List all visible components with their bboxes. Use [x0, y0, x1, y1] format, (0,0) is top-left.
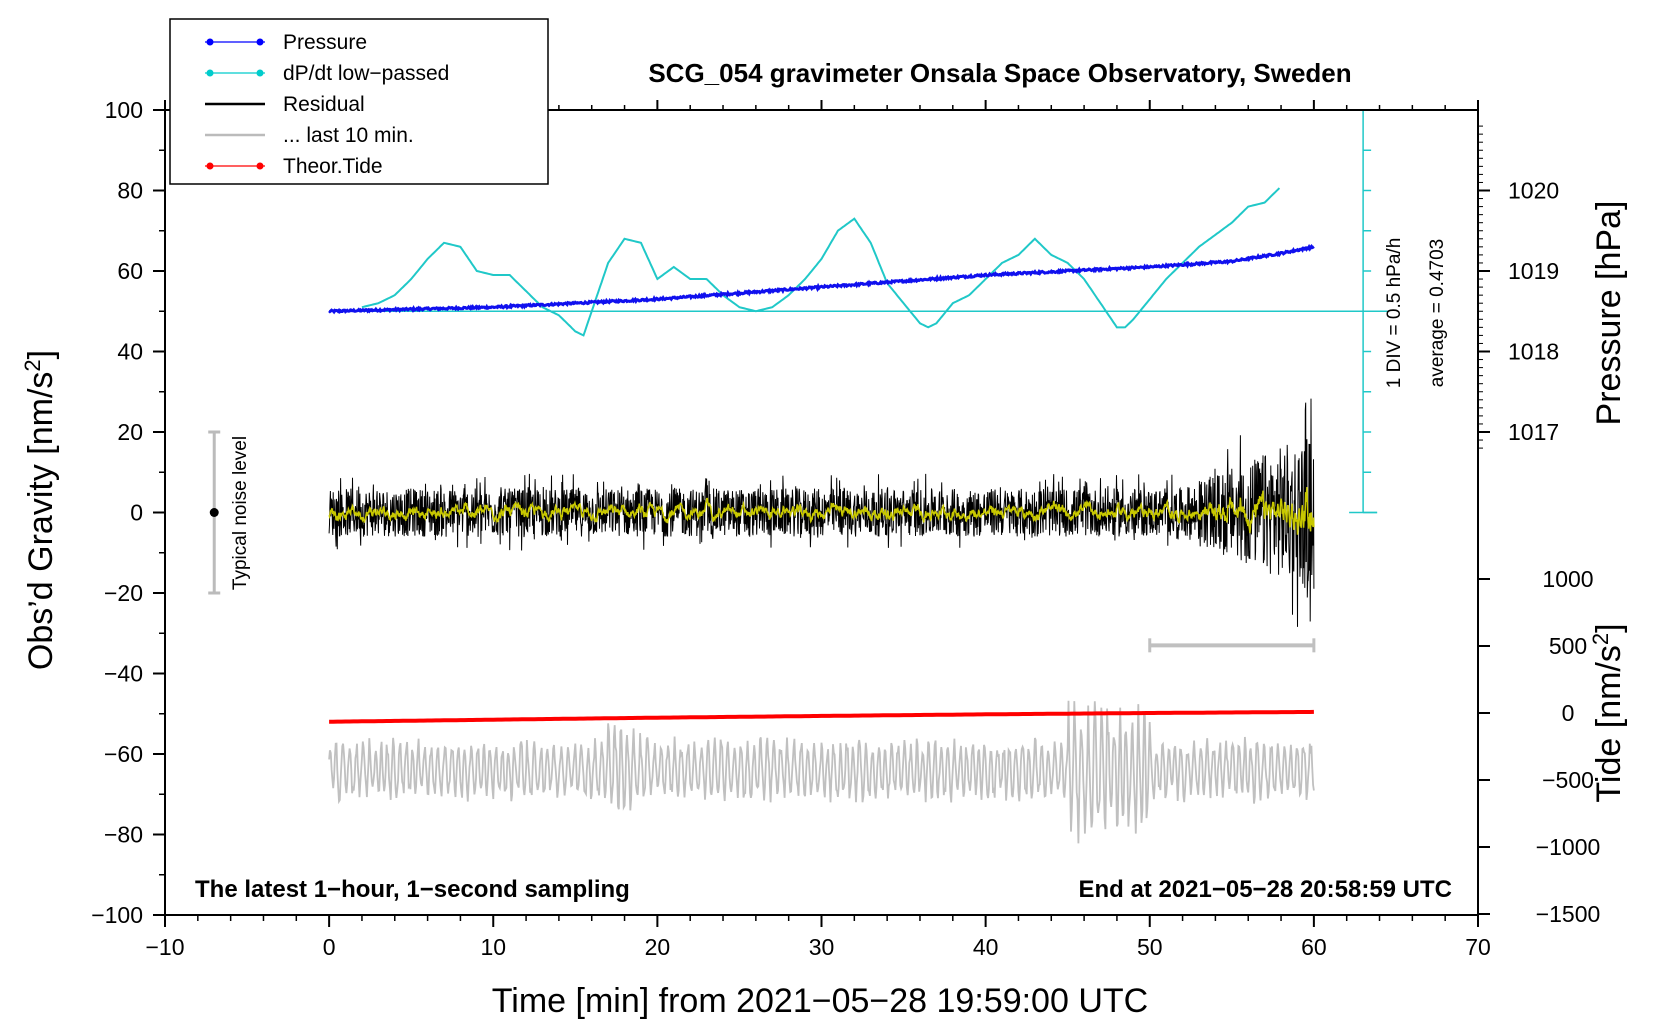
x-tick-label: −10 [145, 934, 184, 960]
y-tick-label: −40 [104, 661, 143, 687]
residual-line [328, 398, 1315, 627]
y-tick-label: −20 [104, 580, 143, 606]
tide-axis-label: Tide [nm/s2] [1588, 623, 1629, 802]
legend-marker [256, 38, 264, 46]
legend-label: Theor.Tide [283, 155, 383, 178]
x-tick-label: 10 [480, 934, 506, 960]
legend-marker [206, 38, 214, 46]
pressure-tick-label: 1020 [1508, 178, 1559, 204]
y-tick-label: 40 [117, 339, 143, 365]
last-10min-line [328, 700, 1315, 844]
annotation-bottom-right: End at 2021−05−28 20:58:59 UTC [1078, 876, 1452, 903]
theor-tide-line [329, 709, 1314, 724]
tide-tick-label: −1000 [1536, 834, 1601, 860]
x-tick-label: 50 [1137, 934, 1163, 960]
div-label: 1 DIV = 0.5 hPa/h [1384, 238, 1405, 389]
x-tick-label: 20 [645, 934, 671, 960]
tide-tick-label: −1500 [1536, 901, 1601, 927]
x-tick-label: 70 [1465, 934, 1491, 960]
text-layer: −10 0 10 20 30 40 50 60 70100806040200−20−40−60−… [20, 18, 1629, 1020]
pressure-tick-label: 1019 [1508, 258, 1559, 284]
y-tick-label: 100 [105, 97, 143, 123]
y-tick-label: −80 [104, 822, 143, 848]
noise-label: Typical noise level [230, 436, 251, 590]
y-tick-label: 60 [117, 258, 143, 284]
pressure-axis-label: Pressure [hPa] [1590, 201, 1628, 426]
residual-smoothed-line [328, 487, 1315, 535]
average-label: average = 0.4703 [1427, 239, 1448, 387]
dpdt-line [361, 187, 1281, 337]
y-tick-label: 80 [117, 178, 143, 204]
x-axis-label: Time [min] from 2021−05−28 19:59:00 UTC [492, 982, 1148, 1020]
legend-marker [256, 69, 264, 77]
legend-label: Pressure [283, 31, 367, 54]
x-tick-label: 40 [973, 934, 999, 960]
tide-tick-label: −500 [1542, 767, 1594, 793]
x-tick-label: 60 [1301, 934, 1327, 960]
noise-bar-center [209, 508, 219, 517]
tide-tick-label: 500 [1549, 633, 1587, 659]
annotation-bottom-left: The latest 1−hour, 1−second sampling [195, 876, 630, 903]
y-axis-label: Obs’d Gravity [nm/s2] [20, 350, 61, 670]
x-tick-label: 0 [323, 934, 336, 960]
legend-label: dP/dt low−passed [283, 62, 449, 85]
pressure-tick-label: 1018 [1508, 339, 1559, 365]
pressure-line [328, 243, 1315, 315]
axes [153, 100, 1490, 927]
chart-title: SCG_054 gravimeter Onsala Space Observat… [648, 58, 1351, 88]
plot-area [208, 109, 1388, 844]
y-tick-label: −100 [91, 902, 143, 928]
y-tick-label: −60 [104, 741, 143, 767]
legend: Pressure dP/dt low−passed Residual ... last… [169, 18, 549, 185]
tide-tick-label: 1000 [1542, 566, 1593, 592]
tide-tick-label: 0 [1562, 700, 1575, 726]
legend-marker [256, 162, 264, 170]
x-tick-label: 30 [809, 934, 835, 960]
y-tick-label: 20 [117, 419, 143, 445]
pressure-tick-label: 1017 [1508, 419, 1559, 445]
legend-label: ... last 10 min. [283, 124, 414, 147]
legend-box [169, 18, 549, 185]
legend-marker [206, 69, 214, 77]
legend-marker [206, 162, 214, 170]
legend-label: Residual [283, 93, 365, 116]
y-tick-label: 0 [130, 500, 143, 526]
